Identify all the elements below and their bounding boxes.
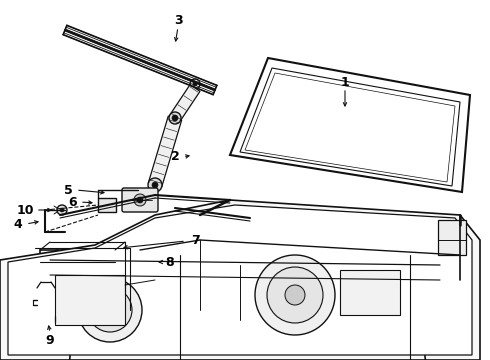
Circle shape [136, 253, 154, 271]
Bar [340, 270, 400, 315]
Text: 2: 2 [171, 150, 179, 163]
Bar [438, 220, 466, 255]
Polygon shape [170, 85, 200, 121]
Polygon shape [8, 205, 472, 355]
Circle shape [152, 182, 158, 188]
Bar [98, 198, 116, 212]
Text: 10: 10 [16, 203, 34, 216]
FancyBboxPatch shape [122, 188, 158, 212]
Text: 7: 7 [191, 234, 199, 248]
Circle shape [56, 252, 64, 260]
Circle shape [285, 285, 305, 305]
Circle shape [148, 178, 162, 192]
Bar [55, 275, 125, 325]
Circle shape [172, 115, 178, 121]
Circle shape [134, 194, 146, 206]
Circle shape [131, 248, 159, 276]
Polygon shape [0, 200, 480, 360]
Circle shape [60, 208, 64, 212]
Circle shape [255, 255, 335, 335]
Circle shape [57, 205, 67, 215]
Bar [45, 265, 73, 287]
Text: 4: 4 [14, 217, 23, 230]
Text: 5: 5 [64, 184, 73, 197]
Circle shape [88, 288, 132, 332]
Circle shape [78, 278, 142, 342]
Polygon shape [40, 250, 115, 305]
Circle shape [169, 112, 181, 124]
Circle shape [141, 258, 149, 266]
Bar [37, 288, 55, 316]
Circle shape [267, 267, 323, 323]
Text: 6: 6 [69, 195, 77, 208]
Circle shape [137, 197, 143, 203]
Circle shape [193, 82, 197, 86]
Polygon shape [148, 116, 182, 187]
Text: 1: 1 [341, 76, 349, 89]
Circle shape [53, 249, 67, 263]
Text: 8: 8 [166, 256, 174, 269]
Text: 9: 9 [46, 333, 54, 346]
Text: 3: 3 [173, 14, 182, 27]
